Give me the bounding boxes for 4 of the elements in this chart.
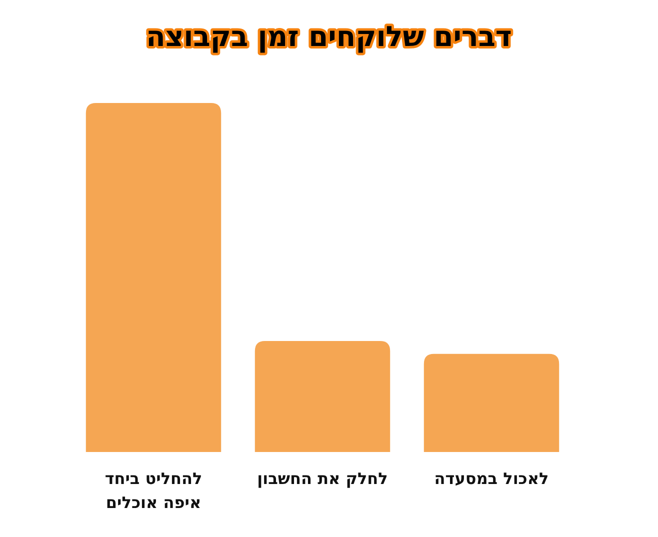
x-tick-label: לחלק את החשבון (257, 469, 388, 488)
x-tick-label: להחליט ביחד איפה אוכלים (104, 469, 202, 512)
chart-title: דברים שלוקחים זמן בקבוצה (146, 20, 512, 53)
x-tick-label: לאכול במסעדה (434, 469, 549, 488)
